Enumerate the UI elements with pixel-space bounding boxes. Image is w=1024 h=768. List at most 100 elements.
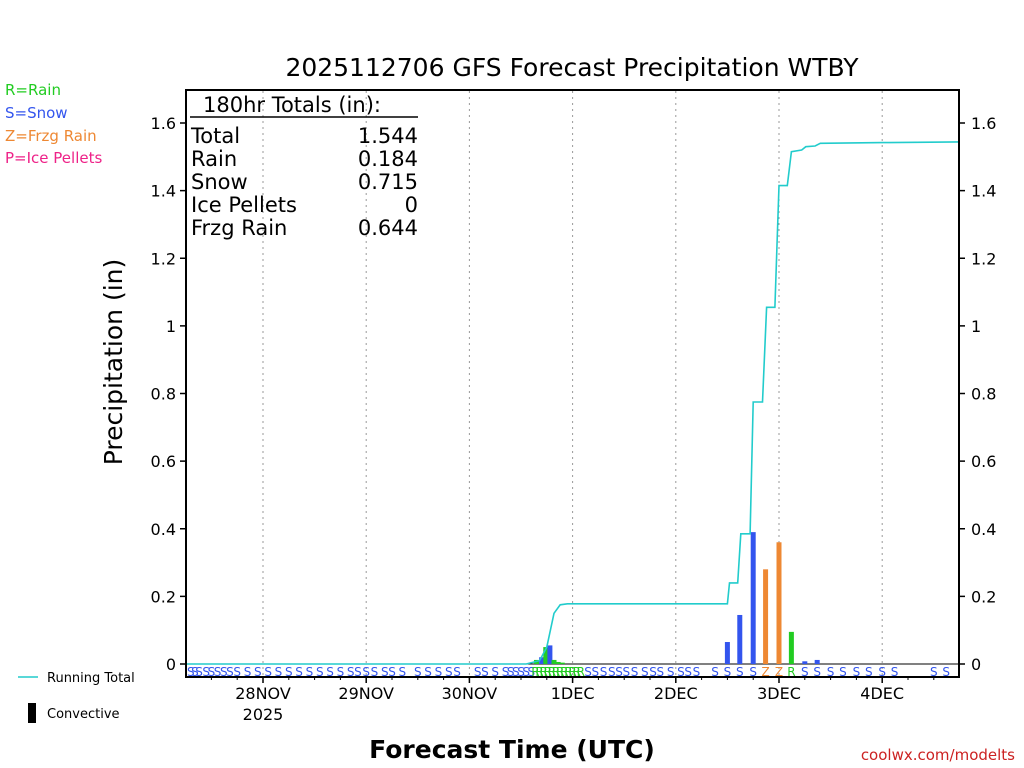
type-marker-68: S [736,665,744,679]
type-marker-61: S [657,665,665,679]
totals-value-snow: 0.715 [358,170,418,194]
type-marker-9: S [244,665,252,679]
type-marker-74: S [813,665,821,679]
type-marker-77: S [853,665,861,679]
precip-bar-2 [543,647,549,664]
type-marker-17: S [326,665,334,679]
type-marker-28: S [435,665,443,679]
type-marker-23: S [381,665,389,679]
year-label: 2025 [243,705,284,724]
y-axis-label: Precipitation (in) [99,259,128,466]
type-marker-66: S [711,665,719,679]
x-tick-label-29nov: 29NOV [338,684,394,703]
type-marker-25: S [399,665,407,679]
totals-label-ice-pellets: Ice Pellets [191,193,297,217]
type-marker-6: S [220,665,228,679]
type-marker-78: S [865,665,873,679]
type-marker-75: S [827,665,835,679]
x-tick-label-3dec: 3DEC [757,684,801,703]
y-tick-label-left: 1.2 [151,249,176,268]
y-tick-label-left: 0.8 [151,385,176,404]
precip-bar-7 [724,642,730,664]
type-marker-47: R [560,665,568,679]
running-total-line [187,141,959,665]
y-tick-label-right: 1.6 [971,114,996,133]
type-marker-40: R [531,665,539,679]
x-tick-label-30nov: 30NOV [442,684,498,703]
type-marker-34: S [502,665,510,679]
type-marker-41: R [535,665,543,679]
type-marker-44: R [548,665,556,679]
y-tick-label-right: 0.4 [971,520,996,539]
y-tick-label-right: 0.6 [971,452,996,471]
precip-bar-9 [750,532,756,664]
totals-box: 180hr Totals (in): Total 1.544 Rain 0.18… [190,93,418,240]
type-marker-30: S [453,665,461,679]
type-marker-20: S [354,665,362,679]
type-marker-5: S [214,665,222,679]
y-tick-label-right: 0.2 [971,587,996,606]
type-marker-26: S [414,665,422,679]
type-marker-51: R [577,665,585,679]
vertical-gridlines [262,91,883,676]
type-marker-57: S [622,665,630,679]
type-marker-12: S [275,665,283,679]
type-marker-50: R [573,665,581,679]
y-tick-label-left: 0 [166,655,176,674]
type-marker-60: S [649,665,657,679]
type-marker-71: Z [775,665,783,679]
precip-bar-6 [559,662,565,664]
y-tick-label-right: 0 [971,655,981,674]
totals-label-total: Total [190,124,240,148]
type-marker-33: S [491,665,499,679]
type-marker-56: S [615,665,623,679]
type-marker-21: S [362,665,370,679]
type-marker-69: S [749,665,757,679]
precip-bar-11 [776,542,782,664]
type-marker-58: S [631,665,639,679]
precip-bar-3 [547,645,553,664]
y-tick-label-right: 1 [971,317,981,336]
precip-bar-1 [539,657,545,664]
type-marker-0: S [187,665,195,679]
type-marker-1: S [191,665,199,679]
y-tick-label-left: 0.2 [151,587,176,606]
y-axis: 0 0 0.2 0.2 0.4 0.4 0.6 0.6 0.8 0.8 1 1 1.2 1.2 1.4 1.4… [151,114,997,674]
type-marker-31: S [474,665,482,679]
type-marker-16: S [316,665,324,679]
type-marker-11: S [264,665,272,679]
type-marker-38: S [522,665,530,679]
totals-label-freezing-rain: Frzg Rain [191,216,287,240]
y-tick-label-right: 0.8 [971,385,996,404]
precip-bar-8 [737,614,743,664]
precip-bar-10 [763,569,769,664]
type-marker-62: S [667,665,675,679]
type-marker-73: S [801,665,809,679]
type-marker-49: R [568,665,576,679]
type-marker-45: R [552,665,560,679]
type-marker-13: S [285,665,293,679]
type-marker-36: S [512,665,520,679]
x-axis-label: Forecast Time (UTC) [369,735,655,764]
type-marker-72: R [787,665,795,679]
type-marker-15: S [306,665,314,679]
legend-rain: R=Rain [5,81,61,99]
y-tick-label-left: 1 [166,317,176,336]
type-marker-70: Z [761,665,769,679]
watermark: coolwx.com/modelts [861,746,1015,764]
chart-title: 2025112706 GFS Forecast Precipitation WT… [285,53,859,82]
x-tick-label-2dec: 2DEC [654,684,698,703]
type-marker-82: S [942,665,950,679]
type-legend: R=Rain S=Snow Z=Frzg Rain P=Ice Pellets [5,81,102,167]
totals-value-total: 1.544 [358,124,418,148]
type-marker-53: S [591,665,599,679]
y-tick-label-left: 0.4 [151,520,176,539]
totals-label-rain: Rain [191,147,237,171]
y-tick-label-left: 1.4 [151,182,176,201]
type-marker-67: S [724,665,732,679]
convective-legend-label: Convective [47,707,120,722]
precip-bar-14 [814,659,820,664]
plot-frame [185,89,960,678]
